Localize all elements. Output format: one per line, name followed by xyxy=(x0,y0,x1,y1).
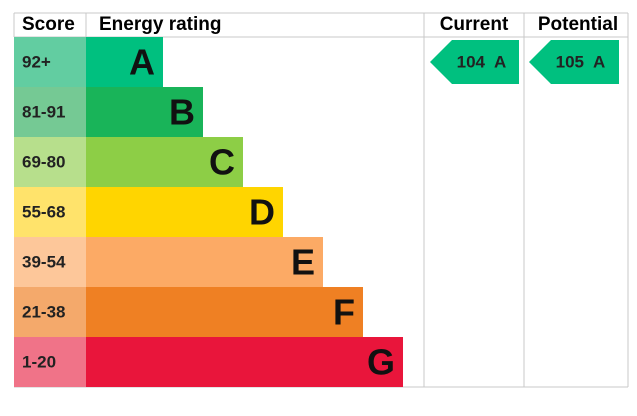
header-potential: Potential xyxy=(538,14,618,35)
band-letter: F xyxy=(333,292,355,333)
score-cell xyxy=(14,337,86,387)
score-cell xyxy=(14,37,86,87)
current-rating: A xyxy=(494,52,506,71)
rating-bar xyxy=(86,137,243,187)
band-letter: C xyxy=(209,142,235,183)
band-range: 1-20 xyxy=(22,352,56,371)
score-cell xyxy=(14,87,86,137)
band-letter: G xyxy=(367,342,395,383)
band-range: 55-68 xyxy=(22,202,65,221)
header-score: Score xyxy=(22,14,75,35)
header-current: Current xyxy=(440,14,509,35)
band-letter: D xyxy=(249,192,275,233)
header-energy-rating: Energy rating xyxy=(99,14,221,35)
band-letter: E xyxy=(291,242,315,283)
score-cell xyxy=(14,237,86,287)
score-cell xyxy=(14,287,86,337)
rating-bar xyxy=(86,187,283,237)
band-letter: A xyxy=(129,42,155,83)
band-range: 39-54 xyxy=(22,252,66,271)
potential-arrow xyxy=(529,40,619,84)
band-range: 69-80 xyxy=(22,152,65,171)
band-range: 21-38 xyxy=(22,302,65,321)
potential-score: 105 xyxy=(556,52,584,71)
band-letter: B xyxy=(169,92,195,133)
rating-bar xyxy=(86,337,403,387)
rating-bar xyxy=(86,287,363,337)
score-cell xyxy=(14,137,86,187)
band-range: 81-91 xyxy=(22,102,65,121)
score-cell xyxy=(14,187,86,237)
potential-rating: A xyxy=(593,52,605,71)
band-range: 92+ xyxy=(22,52,51,71)
current-arrow xyxy=(430,40,519,84)
rating-bar xyxy=(86,87,203,137)
rating-bar xyxy=(86,37,163,87)
current-score: 104 xyxy=(457,52,486,71)
rating-bar xyxy=(86,237,323,287)
